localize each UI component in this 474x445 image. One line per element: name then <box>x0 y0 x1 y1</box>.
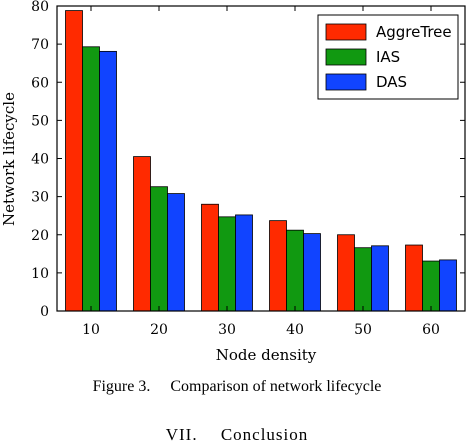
x-tick-label: 40 <box>286 322 304 338</box>
figure-caption: Figure 3. Comparison of network lifecycl… <box>92 378 382 395</box>
bar-chart: 0 10 20 30 40 50 60 70 80 10 20 30 40 50 60 Node dens… <box>0 0 466 364</box>
bar-aggretree-10 <box>65 10 83 312</box>
y-tick-label: 70 <box>31 37 49 53</box>
bar-das-50 <box>371 245 389 312</box>
bar-das-10 <box>99 50 117 312</box>
y-axis-ticks: 0 10 20 30 40 50 60 70 80 <box>31 0 465 320</box>
x-tick-label: 10 <box>82 322 100 338</box>
x-axis-ticks: 10 20 30 40 50 60 <box>82 6 440 338</box>
bar-das-30 <box>235 214 253 312</box>
x-tick-label: 60 <box>422 322 440 338</box>
legend-swatch-ias <box>325 48 367 66</box>
bar-das-20 <box>167 193 185 312</box>
bar-aggretree-50 <box>337 234 355 312</box>
y-tick-label: 80 <box>31 0 49 15</box>
bar-ias-50 <box>354 247 372 312</box>
bar-aggretree-60 <box>405 244 423 312</box>
bar-ias-40 <box>286 229 304 312</box>
bar-ias-20 <box>150 186 168 312</box>
bar-das-60 <box>439 259 457 312</box>
section-heading: VII. Conclusion <box>165 425 309 444</box>
x-tick-label: 50 <box>354 322 372 338</box>
legend-label-aggretree: AggreTree <box>376 23 452 41</box>
legend: AggreTree IAS DAS <box>317 14 459 100</box>
y-tick-label: 0 <box>40 304 49 320</box>
y-tick-label: 40 <box>31 152 49 168</box>
y-tick-label: 10 <box>31 266 49 282</box>
y-tick-label: 20 <box>31 228 49 244</box>
bars-group <box>65 10 457 312</box>
bar-ias-10 <box>82 46 100 312</box>
legend-label-ias: IAS <box>376 48 400 66</box>
bar-ias-60 <box>422 260 440 312</box>
x-tick-label: 20 <box>150 322 168 338</box>
legend-swatch-aggretree <box>325 23 367 41</box>
x-tick-label: 30 <box>218 322 236 338</box>
legend-label-das: DAS <box>376 73 407 91</box>
legend-swatch-das <box>325 73 367 91</box>
bar-aggretree-40 <box>269 220 287 312</box>
y-axis-title: Network lifecycle <box>0 92 18 226</box>
y-tick-label: 60 <box>31 75 49 91</box>
y-tick-label: 50 <box>31 113 49 129</box>
bar-aggretree-20 <box>133 156 151 312</box>
bar-das-40 <box>303 233 321 312</box>
x-axis-title: Node density <box>216 346 317 364</box>
y-tick-label: 30 <box>31 190 49 206</box>
bar-aggretree-30 <box>201 203 219 312</box>
bar-ias-30 <box>218 216 236 312</box>
